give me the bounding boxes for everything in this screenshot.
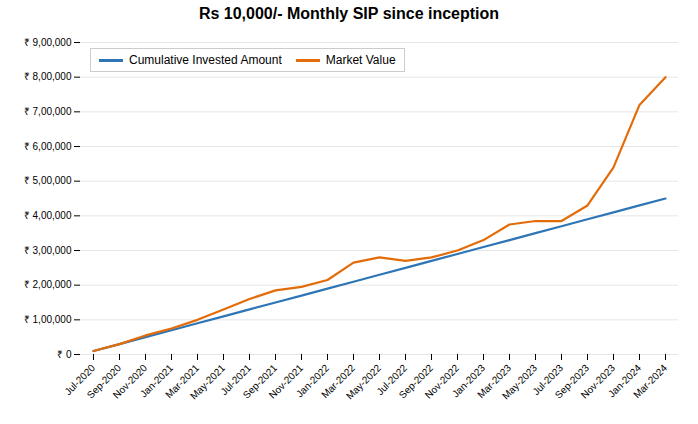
svg-text:Nov-2022: Nov-2022 (422, 362, 462, 401)
svg-text:Jan-2022: Jan-2022 (293, 362, 332, 400)
svg-text:May-2022: May-2022 (344, 362, 384, 402)
svg-text:Jan-2024: Jan-2024 (605, 362, 644, 400)
svg-text:Jan-2021: Jan-2021 (137, 362, 176, 400)
svg-text:₹ 2,00,000: ₹ 2,00,000 (24, 279, 72, 290)
svg-text:May-2023: May-2023 (500, 362, 540, 402)
svg-text:₹ 8,00,000: ₹ 8,00,000 (24, 71, 72, 82)
svg-text:Nov-2023: Nov-2023 (578, 362, 618, 401)
html-text:Cumulative Invested Amount: Cumulative Invested Amount (129, 53, 282, 67)
svg-text:Sep-2022: Sep-2022 (396, 362, 436, 401)
svg-text:Jul-2020: Jul-2020 (62, 362, 98, 398)
svg-text:Sep-2020: Sep-2020 (84, 362, 124, 401)
svg-text:₹ 3,00,000: ₹ 3,00,000 (24, 245, 72, 256)
html-text:Market Value: Market Value (325, 53, 396, 67)
svg-text:₹ 5,00,000: ₹ 5,00,000 (24, 175, 72, 186)
svg-text:₹ 6,00,000: ₹ 6,00,000 (24, 141, 72, 152)
svg-text:₹ 0: ₹ 0 (57, 349, 72, 360)
svg-text:₹ 1,00,000: ₹ 1,00,000 (24, 314, 72, 325)
svg-text:May-2021: May-2021 (188, 362, 228, 402)
svg-text:Nov-2020: Nov-2020 (110, 362, 150, 401)
svg-text:Mar-2023: Mar-2023 (475, 362, 514, 401)
svg-text:Jul-2022: Jul-2022 (374, 362, 410, 398)
svg-text:Sep-2021: Sep-2021 (240, 362, 280, 401)
svg-text:Jul-2023: Jul-2023 (530, 362, 566, 398)
svg-text:Sep-2023: Sep-2023 (552, 362, 592, 401)
svg-text:₹ 4,00,000: ₹ 4,00,000 (24, 210, 72, 221)
svg-text:Jul-2021: Jul-2021 (218, 362, 254, 398)
svg-text:₹ 9,00,000: ₹ 9,00,000 (24, 37, 72, 48)
svg-text:Mar-2024: Mar-2024 (631, 362, 669, 400)
svg-text:₹ 7,00,000: ₹ 7,00,000 (24, 106, 72, 117)
svg-text:Nov-2021: Nov-2021 (266, 362, 306, 401)
html-text:Rs 10,000/- Monthly SIP since: Rs 10,000/- Monthly SIP since inception (198, 5, 500, 22)
svg-text:Mar-2022: Mar-2022 (319, 362, 358, 401)
svg-text:Mar-2021: Mar-2021 (163, 362, 202, 401)
svg-text:Jan-2023: Jan-2023 (449, 362, 488, 400)
